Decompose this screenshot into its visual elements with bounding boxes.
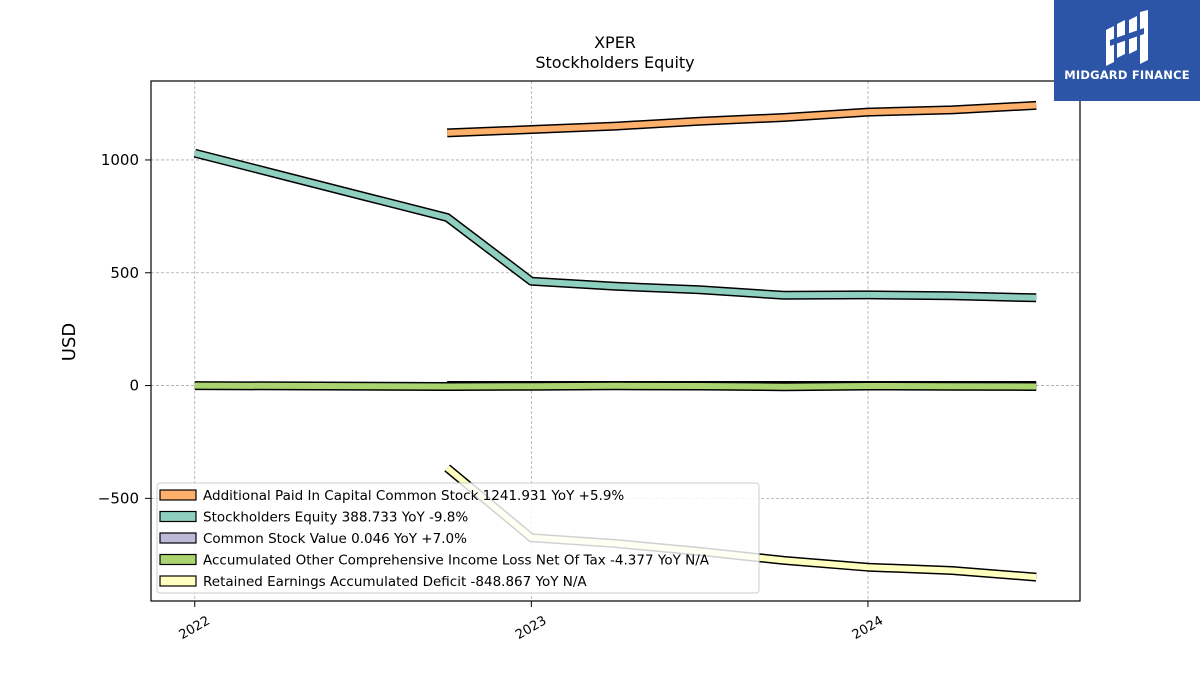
- x-tick-label: 2023: [513, 613, 549, 643]
- legend-box: [156, 482, 760, 594]
- logo-text: MIDGARD FINANCE: [1064, 68, 1190, 82]
- midgard-finance-logo: MIDGARD FINANCE: [1054, 0, 1200, 101]
- series-line: [194, 150, 1037, 301]
- x-axis-ticks: 2022 2023 2024: [177, 601, 886, 643]
- y-tick-label: 1000: [101, 151, 139, 169]
- series-line-outline: [193, 148, 1037, 303]
- series-line: [447, 102, 1037, 136]
- chart-title: XPER: [594, 33, 636, 52]
- x-tick-label: 2024: [850, 613, 886, 643]
- legend: Additional Paid In Capital Common Stock …: [156, 482, 760, 594]
- legend-label: Accumulated Other Comprehensive Income L…: [203, 553, 710, 569]
- legend-swatch: [159, 553, 197, 566]
- legend-label: Retained Earnings Accumulated Deficit -8…: [203, 574, 587, 590]
- legend-swatch: [159, 489, 197, 501]
- legend-label: Common Stock Value 0.046 YoY +7.0%: [203, 531, 467, 547]
- logo-mark-icon: [1106, 10, 1148, 66]
- legend-swatch: [159, 510, 197, 523]
- legend-swatch: [159, 532, 197, 544]
- y-tick-label: 500: [110, 264, 139, 282]
- legend-swatch: [159, 575, 197, 587]
- y-tick-label: −500: [98, 489, 139, 507]
- grid: [151, 81, 1080, 601]
- legend-label: Additional Paid In Capital Common Stock …: [203, 488, 624, 504]
- y-axis-ticks: −500 0 500 1000: [98, 151, 151, 507]
- y-tick-label: 0: [129, 377, 139, 395]
- series-line: [194, 382, 1037, 390]
- chart-subtitle: Stockholders Equity: [535, 53, 694, 72]
- y-axis-label: USD: [59, 323, 80, 361]
- legend-label: Stockholders Equity 388.733 YoY -9.8%: [203, 510, 468, 526]
- x-tick-label: 2022: [177, 613, 213, 643]
- plot-frame: [150, 80, 1081, 602]
